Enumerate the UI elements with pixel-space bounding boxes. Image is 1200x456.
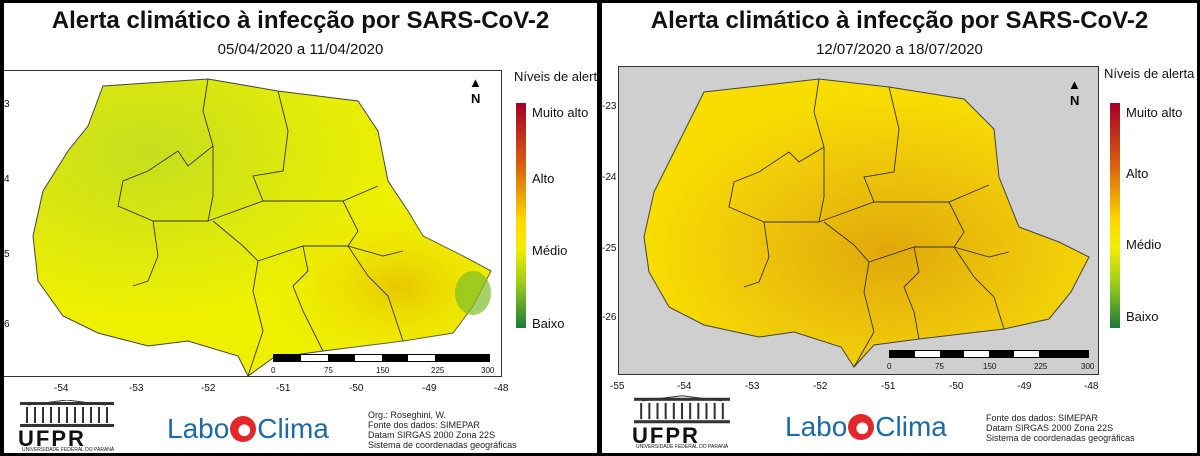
map-title: Alerta climático à infecção por SARS-CoV… bbox=[51, 7, 550, 34]
map-credits: Fonte dos dados: SIMEPAR Datam SIRGAS 20… bbox=[986, 413, 1135, 443]
x-tick: -49 bbox=[422, 383, 437, 394]
legend-label: Médio bbox=[532, 243, 568, 258]
x-tick: -48 bbox=[494, 383, 509, 394]
scale-bar bbox=[889, 350, 1089, 358]
y-tick: -23 bbox=[602, 101, 617, 112]
mesoregion-borders bbox=[117, 78, 404, 377]
ufpr-wordmark: UFPR bbox=[18, 426, 86, 451]
north-arrow-icon: ▲ bbox=[1068, 77, 1081, 92]
credit-line: Fonte dos dados: SIMEPAR bbox=[368, 420, 480, 430]
legend-label: Alto bbox=[1126, 166, 1149, 181]
legend-color-bar bbox=[516, 103, 526, 328]
map-period: 12/07/2020 a 18/07/2020 bbox=[816, 41, 983, 58]
scale-label: 225 bbox=[431, 366, 445, 375]
x-tick: -52 bbox=[201, 383, 216, 394]
parana-state-shape bbox=[643, 78, 1090, 368]
scale-label: 300 bbox=[481, 366, 495, 375]
map-period: 05/04/2020 a 11/04/2020 bbox=[217, 41, 384, 58]
credit-line: Sistema de coordenadas geográficas bbox=[368, 440, 517, 450]
parana-map bbox=[32, 78, 492, 377]
scale-bar bbox=[273, 354, 490, 362]
legend-label: Muito alto bbox=[532, 105, 589, 120]
y-tick: 4 bbox=[4, 174, 10, 185]
legend-label: Médio bbox=[1126, 237, 1162, 252]
labo-text: Labo bbox=[167, 413, 230, 444]
laboclima-logo: Labo Clima bbox=[167, 413, 329, 445]
scale-label: 75 bbox=[324, 366, 333, 375]
legend-label: Baixo bbox=[532, 316, 565, 331]
x-tick: -53 bbox=[129, 383, 144, 394]
credit-line: Org.: Roseghini, W. bbox=[368, 410, 447, 420]
north-label: N bbox=[471, 91, 481, 106]
legend-label: Baixo bbox=[1126, 309, 1159, 324]
credit-line: Fonte dos dados: SIMEPAR bbox=[986, 413, 1098, 423]
laboclima-swirl-icon bbox=[848, 414, 875, 440]
x-tick: -51 bbox=[881, 381, 896, 392]
scale-label: 75 bbox=[935, 362, 944, 371]
x-tick: -49 bbox=[1017, 381, 1032, 392]
scale-label: 150 bbox=[983, 362, 997, 371]
map-frame: ▲ N 0 75 150 225 300 bbox=[4, 70, 502, 377]
y-tick: -26 bbox=[602, 312, 617, 323]
legend-title: Níveis de alerta bbox=[1104, 66, 1195, 81]
legend-color-bar bbox=[1110, 103, 1120, 328]
labo-text: Labo bbox=[785, 411, 848, 442]
clima-text: Clima bbox=[875, 411, 947, 442]
legend-label: Muito alto bbox=[1126, 105, 1183, 120]
map-credits: Org.: Roseghini, W. Fonte dos dados: SIM… bbox=[368, 410, 517, 450]
ufpr-subtitle: UNIVERSIDADE FEDERAL DO PARANÁ bbox=[636, 444, 729, 450]
credit-line: Sistema de coordenadas geográficas bbox=[986, 433, 1135, 443]
scale-label: 225 bbox=[1034, 362, 1048, 371]
y-tick: 3 bbox=[4, 99, 10, 110]
x-tick: -52 bbox=[813, 381, 828, 392]
legend-title: Níveis de alerta bbox=[514, 69, 597, 84]
map-panel-left: Alerta climático à infecção por SARS-CoV… bbox=[4, 3, 597, 453]
y-tick: 6 bbox=[4, 319, 10, 330]
mesoregion-borders bbox=[728, 78, 1010, 368]
credit-line: Datam SIRGAS 2000 Zona 22S bbox=[368, 430, 496, 440]
y-tick: 5 bbox=[4, 249, 10, 260]
y-tick: -25 bbox=[602, 243, 617, 254]
laboclima-logo: Labo Clima bbox=[785, 411, 947, 443]
scale-label: 150 bbox=[376, 366, 390, 375]
north-label: N bbox=[1070, 93, 1080, 108]
map-panel-right: Alerta climático à infecção por SARS-CoV… bbox=[602, 3, 1197, 453]
x-tick: -54 bbox=[677, 381, 692, 392]
scale-label: 300 bbox=[1081, 362, 1095, 371]
x-tick: -50 bbox=[949, 381, 964, 392]
credit-line: Datam SIRGAS 2000 Zona 22S bbox=[986, 423, 1114, 433]
north-arrow-icon: ▲ bbox=[469, 75, 482, 90]
y-tick: -24 bbox=[602, 172, 617, 183]
map-frame: ▲ N 0 75 150 225 300 bbox=[618, 66, 1099, 375]
ufpr-building-logo bbox=[20, 400, 114, 427]
x-tick: -48 bbox=[1084, 381, 1099, 392]
ufpr-subtitle: UNIVERSIDADE FEDERAL DO PARANÁ bbox=[22, 447, 115, 453]
clima-text: Clima bbox=[257, 413, 329, 444]
scale-label: 0 bbox=[271, 366, 276, 375]
ufpr-building-logo bbox=[634, 395, 730, 424]
x-tick: -51 bbox=[276, 383, 291, 394]
x-tick: -53 bbox=[745, 381, 760, 392]
x-tick: -50 bbox=[349, 383, 364, 394]
laboclima-swirl-icon bbox=[230, 416, 257, 442]
parana-map bbox=[643, 78, 1090, 368]
x-tick: -55 bbox=[610, 381, 625, 392]
map-title: Alerta climático à infecção por SARS-CoV… bbox=[650, 7, 1149, 34]
scale-label: 0 bbox=[887, 362, 892, 371]
ufpr-wordmark: UFPR bbox=[632, 423, 700, 448]
x-tick: -54 bbox=[54, 383, 69, 394]
legend-label: Alto bbox=[532, 171, 555, 186]
